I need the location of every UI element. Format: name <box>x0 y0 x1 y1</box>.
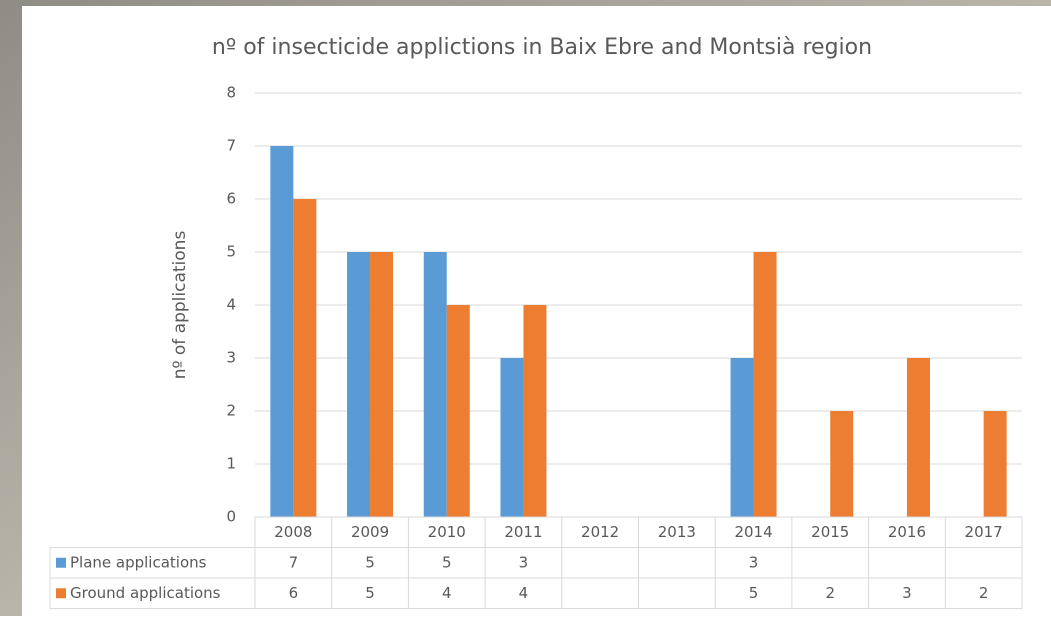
table-value: 4 <box>519 584 529 602</box>
bar <box>984 411 1007 517</box>
bar <box>907 358 930 517</box>
x-tick-label: 2016 <box>888 523 926 541</box>
x-tick-label: 2017 <box>965 523 1003 541</box>
x-tick-label: 2014 <box>734 523 772 541</box>
x-tick-label: 2008 <box>274 523 312 541</box>
bar <box>447 305 470 517</box>
table-value: 7 <box>289 553 299 571</box>
bar <box>731 358 754 517</box>
legend-label: Ground applications <box>70 584 221 602</box>
y-tick-label: 7 <box>226 137 236 155</box>
bar <box>270 146 293 517</box>
table-value: 5 <box>365 584 375 602</box>
bar <box>347 252 370 517</box>
bar <box>523 305 546 517</box>
table-value: 2 <box>979 584 989 602</box>
table-value: 5 <box>365 553 375 571</box>
x-tick-label: 2015 <box>811 523 849 541</box>
bar <box>293 199 316 517</box>
y-tick-label: 6 <box>226 190 236 208</box>
y-tick-label: 8 <box>226 84 236 102</box>
page: nº of insecticide applictions in Baix Eb… <box>0 0 1051 616</box>
y-axis-label: nº of applications <box>170 231 190 380</box>
bar <box>370 252 393 517</box>
x-tick-label: 2011 <box>504 523 542 541</box>
y-tick-label: 1 <box>226 455 236 473</box>
bar <box>500 358 523 517</box>
x-tick-label: 2012 <box>581 523 619 541</box>
bar <box>754 252 777 517</box>
table-value: 3 <box>519 553 529 571</box>
x-tick-label: 2013 <box>658 523 696 541</box>
chart: nº of insecticide applictions in Baix Eb… <box>0 0 1051 616</box>
table-value: 5 <box>749 584 759 602</box>
x-tick-label: 2010 <box>428 523 466 541</box>
legend-label: Plane applications <box>70 553 207 571</box>
legend-swatch <box>56 588 66 598</box>
y-tick-label: 3 <box>226 349 236 367</box>
table-value: 3 <box>902 584 912 602</box>
chart-title: nº of insecticide applictions in Baix Eb… <box>212 35 872 60</box>
x-tick-label: 2009 <box>351 523 389 541</box>
table-value: 3 <box>749 553 759 571</box>
table-value: 6 <box>289 584 299 602</box>
y-tick-label: 2 <box>226 402 236 420</box>
table-value: 4 <box>442 584 452 602</box>
table-value: 2 <box>825 584 835 602</box>
legend-swatch <box>56 558 66 568</box>
table-value: 5 <box>442 553 452 571</box>
y-tick-label: 0 <box>226 508 236 526</box>
y-tick-label: 4 <box>226 296 236 314</box>
bar <box>424 252 447 517</box>
y-tick-label: 5 <box>226 243 236 261</box>
bar <box>830 411 853 517</box>
